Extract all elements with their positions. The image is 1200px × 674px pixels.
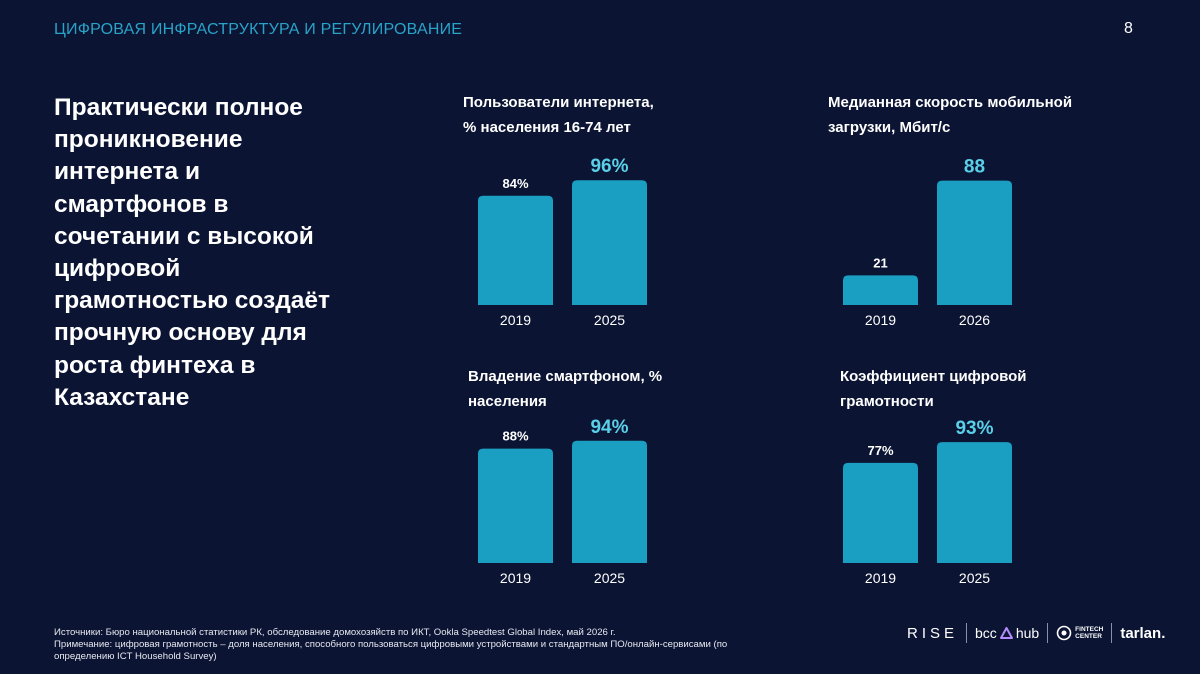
header-title: ЦИФРОВАЯ ИНФРАСТРУКТУРА И РЕГУЛИРОВАНИЕ	[54, 21, 463, 38]
headline-line: интернета и	[54, 158, 201, 186]
logo-divider	[966, 623, 968, 643]
headline-line: прочную основу для	[54, 319, 307, 347]
data-label: 84%	[502, 176, 528, 191]
x-tick-label: 2025	[594, 570, 625, 586]
data-label: 88%	[502, 429, 528, 444]
chart-smartphone-ownership: 88% 2019 94% 2025	[478, 417, 647, 586]
bar-2025	[937, 442, 1012, 563]
tarlan-logo: tarlan.	[1120, 624, 1166, 642]
bcc-logo-text: bcc	[975, 625, 997, 641]
chart-title-line: Пользователи интернета,	[463, 94, 654, 111]
hub-triangle-icon	[999, 627, 1013, 639]
bar-2025	[572, 440, 647, 563]
data-label: 96%	[590, 156, 628, 177]
chart-title-internet-users: Пользователи интернета, % населения 16-7…	[463, 90, 654, 140]
headline-line: смартфонов в	[54, 190, 229, 218]
data-label: 77%	[867, 443, 893, 458]
headline-line: проникновение	[54, 126, 243, 154]
headline-line: роста финтеха в	[54, 351, 256, 379]
data-label: 21	[873, 255, 887, 270]
rise-logo: RISE	[907, 624, 959, 642]
headline-line: сочетании с высокой	[54, 222, 314, 250]
chart-title-smartphone-ownership: Владение смартфоном, % населения	[468, 364, 662, 414]
logo-divider	[1111, 623, 1113, 643]
headline-line: Казахстане	[54, 383, 190, 411]
bar-2019	[843, 462, 918, 563]
fintech-logo-line: FINTECH	[1075, 626, 1104, 633]
bcc-hub-logo: bcc hub	[975, 625, 1039, 641]
headline-line: Практически полное	[54, 94, 303, 121]
footer-sources: Источники: Бюро национальной статистики …	[54, 627, 616, 638]
fintech-circle-icon	[1056, 625, 1072, 641]
x-tick-label: 2019	[500, 312, 531, 328]
bar-2019	[843, 275, 918, 305]
chart-title-digital-literacy: Коэффициент цифровой грамотности	[840, 364, 1027, 414]
headline: Практически полное проникновение интерне…	[54, 92, 384, 414]
data-label: 88	[964, 157, 985, 178]
chart-digital-literacy: 77% 2019 93% 2025	[843, 418, 1012, 586]
page-number: 8	[1124, 20, 1133, 37]
bar-2019	[478, 448, 553, 563]
chart-internet-users: 84% 2019 96% 2025	[478, 156, 647, 328]
partner-logos: RISE bcc hub FINTECH CENTER tarlan.	[907, 622, 1165, 644]
footer-notes: Источники: Бюро национальной статистики …	[54, 627, 844, 664]
headline-line: грамотностью создаёт	[54, 287, 331, 315]
data-label: 93%	[955, 418, 993, 439]
fintech-logo-line: CENTER	[1075, 633, 1102, 640]
bar-2026	[937, 180, 1012, 305]
chart-title-line: % населения 16-74 лет	[463, 119, 631, 136]
x-tick-label: 2019	[500, 570, 531, 586]
chart-title-line: грамотности	[840, 393, 934, 410]
chart-title-line: Медианная скорость мобильной	[828, 94, 1073, 111]
chart-title-line: населения	[468, 393, 547, 410]
footer-note: Примечание: цифровая грамотность – доля …	[54, 639, 728, 651]
fintech-center-logo: FINTECH CENTER	[1056, 625, 1103, 641]
x-tick-label: 2019	[865, 570, 896, 586]
x-tick-label: 2026	[959, 312, 990, 328]
data-label: 94%	[590, 417, 628, 438]
x-tick-label: 2025	[959, 570, 990, 586]
chart-title-line: загрузки, Мбит/с	[828, 119, 951, 136]
hub-logo-text: hub	[1015, 625, 1040, 641]
x-tick-label: 2025	[594, 312, 625, 328]
footer-note-cont: определению ICT Household Survey)	[54, 651, 217, 663]
bar-2025	[572, 180, 647, 305]
chart-title-line: Коэффициент цифровой	[840, 368, 1027, 385]
chart-title-line: Владение смартфоном, %	[468, 368, 663, 385]
headline-line: цифровой	[54, 255, 181, 283]
logo-divider	[1047, 623, 1049, 643]
x-tick-label: 2019	[865, 312, 896, 328]
chart-mobile-speed: 21 2019 88 2026	[843, 157, 1012, 328]
bar-2019	[478, 195, 553, 305]
chart-title-mobile-speed: Медианная скорость мобильной загрузки, М…	[828, 90, 1072, 140]
